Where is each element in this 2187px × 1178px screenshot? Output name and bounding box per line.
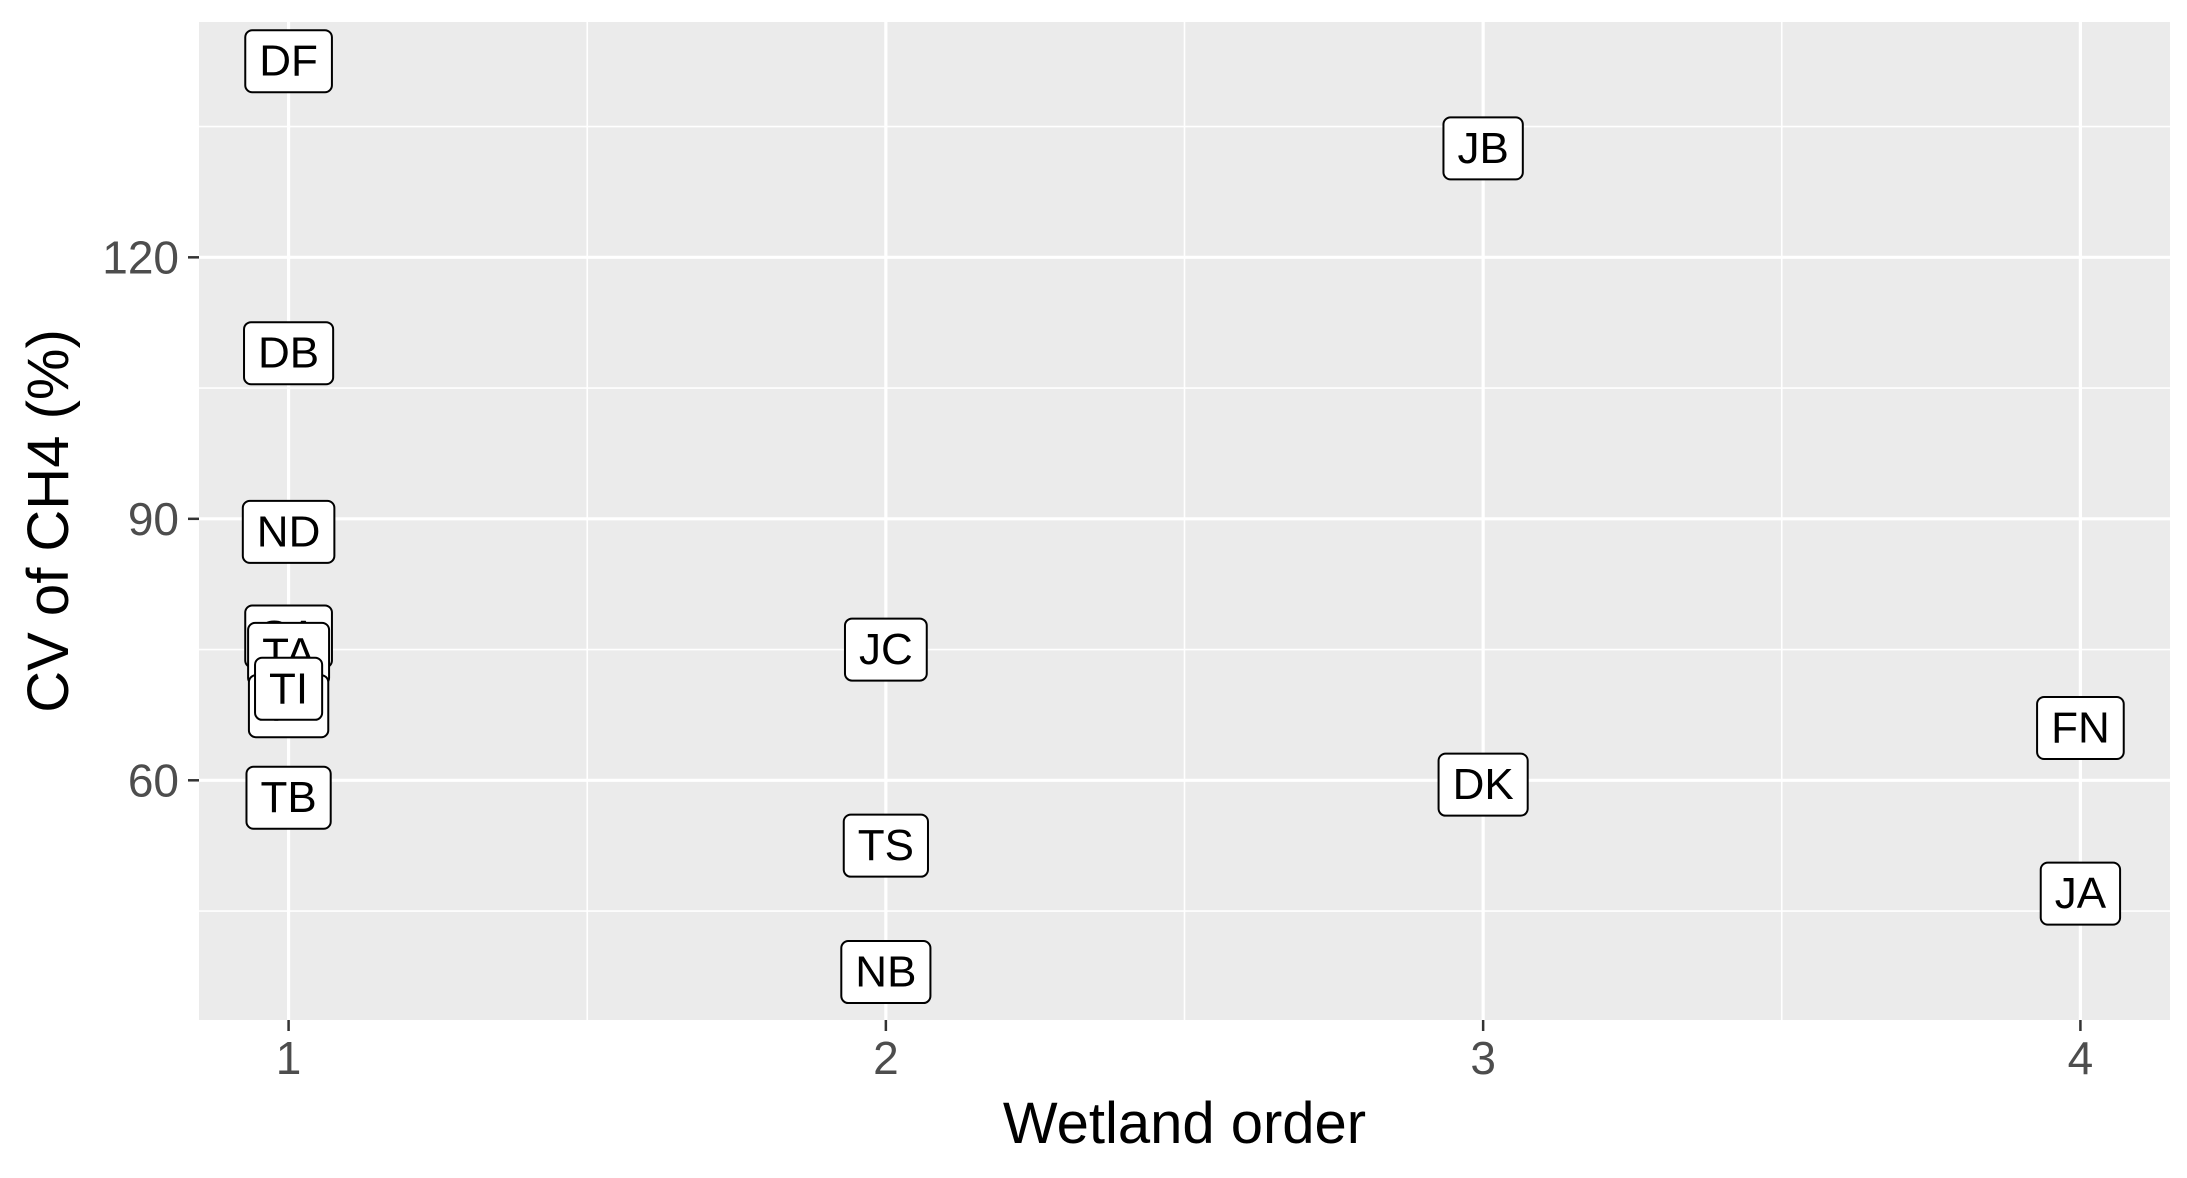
point-label-text: TB bbox=[260, 773, 316, 822]
point-label-text: JB bbox=[1457, 124, 1508, 173]
point-label-box bbox=[2039, 861, 2122, 926]
point-label-text: NB bbox=[855, 948, 916, 997]
point-label-box bbox=[241, 499, 336, 564]
point-label-box bbox=[1442, 116, 1524, 181]
point-label-fn: FN bbox=[2036, 696, 2125, 761]
point-label-ts: TS bbox=[842, 813, 929, 878]
point-label-db: DB bbox=[243, 321, 335, 386]
y-tick-label: 60 bbox=[128, 754, 179, 806]
point-label-box bbox=[843, 617, 928, 682]
point-label-nb: NB bbox=[840, 940, 932, 1005]
point-label-ti: TI bbox=[254, 656, 324, 721]
point-label-box bbox=[244, 29, 333, 94]
point-label-text: TS bbox=[858, 821, 914, 870]
point-label-text: DK bbox=[1453, 760, 1514, 809]
point-label-box bbox=[840, 940, 932, 1005]
point-label-ja: JA bbox=[2039, 861, 2122, 926]
point-label-box bbox=[1437, 752, 1529, 817]
point-label-text: JA bbox=[2055, 869, 2107, 918]
x-tick-label: 1 bbox=[276, 1032, 302, 1084]
point-label-text: ND bbox=[257, 507, 321, 556]
point-label-box bbox=[245, 765, 332, 830]
point-label-text: DF bbox=[259, 37, 318, 86]
axis-ticks: 1 2 3 4 60 90 120 bbox=[102, 231, 2093, 1084]
point-label-nd: ND bbox=[241, 499, 336, 564]
point-label-df: DF bbox=[244, 29, 333, 94]
point-label-tb: TB bbox=[245, 765, 332, 830]
y-axis-title: CV of CH4 (%) bbox=[16, 329, 81, 713]
x-tick-label: 2 bbox=[873, 1032, 899, 1084]
point-label-box bbox=[2036, 696, 2125, 761]
point-label-text: DB bbox=[258, 329, 319, 378]
point-label-box bbox=[254, 656, 324, 721]
point-label-jc: JC bbox=[843, 617, 928, 682]
point-label-text: JC bbox=[859, 625, 913, 674]
x-tick-label: 4 bbox=[2068, 1032, 2094, 1084]
point-label-text: FN bbox=[2051, 704, 2110, 753]
point-label-box bbox=[842, 813, 929, 878]
point-labels: DFDBNDSATATLTITBJCTSNBJBDKFNJA bbox=[241, 29, 2125, 1005]
point-label-dk: DK bbox=[1437, 752, 1529, 817]
point-label-jb: JB bbox=[1442, 116, 1524, 181]
y-tick-label: 90 bbox=[128, 493, 179, 545]
point-label-box bbox=[243, 321, 335, 386]
x-tick-label: 3 bbox=[1470, 1032, 1496, 1084]
point-label-text: TI bbox=[269, 664, 308, 713]
x-axis-title: Wetland order bbox=[1003, 1091, 1366, 1156]
y-tick-label: 120 bbox=[102, 231, 179, 283]
